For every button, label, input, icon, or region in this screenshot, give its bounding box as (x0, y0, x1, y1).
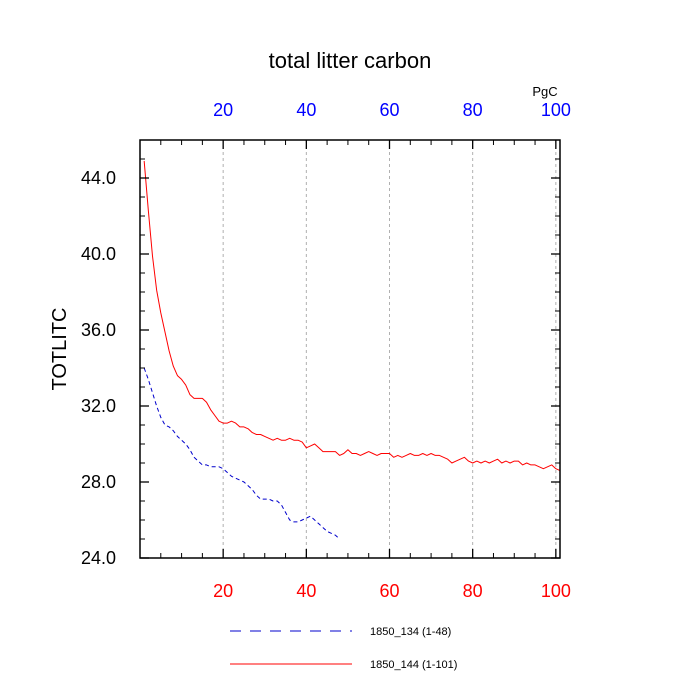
x-tick-label-bottom: 40 (296, 581, 316, 601)
series-layer (143, 160, 561, 540)
chart-title: total litter carbon (269, 48, 432, 73)
x-tick-label-top: 100 (541, 100, 571, 120)
x-tick-label-top: 60 (379, 100, 399, 120)
grid (222, 140, 557, 558)
y-tick-label: 44.0 (81, 168, 116, 188)
y-tick-label: 40.0 (81, 244, 116, 264)
x-tick-label-bottom: 80 (463, 581, 483, 601)
y-tick-label: 32.0 (81, 396, 116, 416)
y-tick-label: 24.0 (81, 548, 116, 568)
legend: 1850_134 (1-48) 1850_144 (1-101) (230, 626, 457, 671)
x-tick-label-top: 40 (296, 100, 316, 120)
x-tick-label-bottom: 60 (379, 581, 399, 601)
y-axis-label: TOTLITC (49, 308, 71, 391)
x-tick-label-top: 20 (213, 100, 233, 120)
legend-label-2: 1850_144 (1-101) (370, 659, 457, 671)
x-tick-label-top: 80 (463, 100, 483, 120)
axes: 20 20 40 40 60 60 80 80 100 100 24.0 28.0 32.0 36.0 40… (81, 100, 571, 601)
y-tick-label: 28.0 (81, 472, 116, 492)
top-axis-unit: PgC (532, 84, 557, 99)
x-tick-label-bottom: 20 (213, 581, 233, 601)
plot-frame (139, 139, 561, 559)
y-tick-label: 36.0 (81, 320, 116, 340)
x-tick-label-bottom: 100 (541, 581, 571, 601)
legend-label-1: 1850_134 (1-48) (370, 626, 451, 638)
series-line-2 (143, 160, 561, 472)
series-line-1 (143, 367, 340, 540)
minor-ticks (140, 139, 560, 558)
